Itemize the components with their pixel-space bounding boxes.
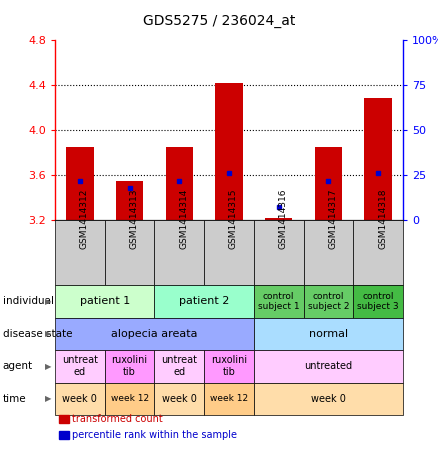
Text: normal: normal (309, 329, 348, 339)
Text: week 0: week 0 (162, 394, 197, 404)
Text: week 12: week 12 (110, 394, 148, 403)
Bar (166, 147, 193, 220)
Text: GSM1414316: GSM1414316 (279, 189, 288, 249)
Bar (116, 181, 143, 220)
Text: ▶: ▶ (45, 329, 52, 338)
Text: week 12: week 12 (210, 394, 248, 403)
Bar (364, 98, 392, 220)
Text: ruxolini
tib: ruxolini tib (211, 356, 247, 377)
Text: GDS5275 / 236024_at: GDS5275 / 236024_at (143, 14, 295, 29)
Text: week 0: week 0 (311, 394, 346, 404)
Text: ▶: ▶ (45, 394, 52, 403)
Text: control
subject 1: control subject 1 (258, 292, 300, 311)
Text: alopecia areata: alopecia areata (111, 329, 198, 339)
Text: ruxolini
tib: ruxolini tib (112, 356, 148, 377)
Text: control
subject 2: control subject 2 (307, 292, 349, 311)
Text: untreat
ed: untreat ed (62, 356, 98, 377)
Text: GSM1414313: GSM1414313 (130, 189, 138, 249)
Text: ▶: ▶ (45, 297, 52, 306)
Text: agent: agent (3, 361, 33, 371)
Text: patient 1: patient 1 (80, 296, 130, 306)
Text: GSM1414318: GSM1414318 (378, 189, 387, 249)
Text: GSM1414312: GSM1414312 (80, 189, 89, 249)
Bar (66, 147, 94, 220)
Text: GSM1414315: GSM1414315 (229, 189, 238, 249)
Bar (265, 218, 293, 220)
Text: patient 2: patient 2 (179, 296, 230, 306)
Text: control
subject 3: control subject 3 (357, 292, 399, 311)
Text: untreat
ed: untreat ed (161, 356, 197, 377)
Text: disease state: disease state (3, 329, 72, 339)
Text: individual: individual (3, 296, 54, 306)
Text: GSM1414314: GSM1414314 (179, 189, 188, 249)
Text: untreated: untreated (304, 361, 353, 371)
Text: time: time (3, 394, 26, 404)
Bar (215, 83, 243, 220)
Text: percentile rank within the sample: percentile rank within the sample (72, 430, 237, 440)
Text: ▶: ▶ (45, 362, 52, 371)
Text: week 0: week 0 (63, 394, 97, 404)
Bar (315, 147, 342, 220)
Text: GSM1414317: GSM1414317 (328, 189, 337, 249)
Text: transformed count: transformed count (72, 414, 163, 424)
